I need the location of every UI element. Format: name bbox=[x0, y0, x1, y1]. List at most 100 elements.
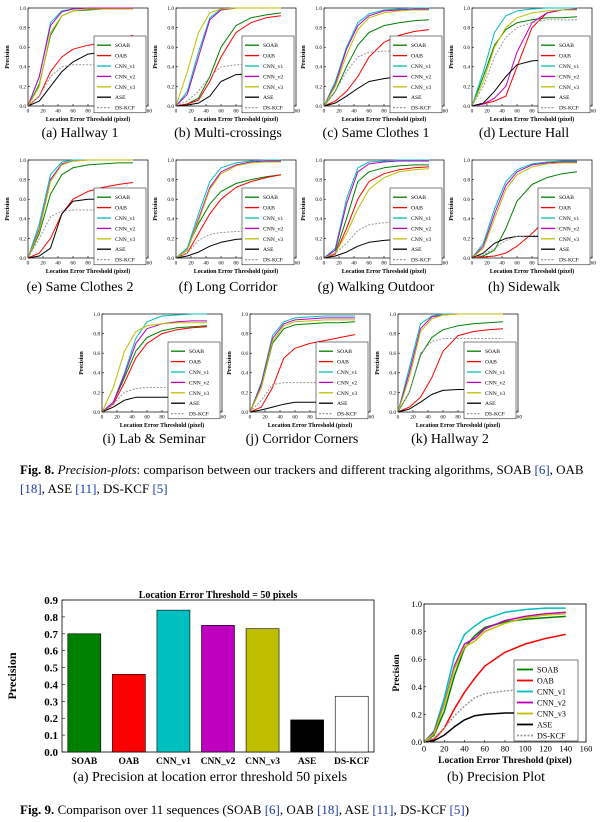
fig8-text: : comparison between our trackers and di… bbox=[136, 462, 535, 477]
x-axis-label: Location Error Threshold (pixel) bbox=[46, 268, 130, 275]
legend-label-ds-kcf: DS-KCF bbox=[263, 106, 283, 112]
x-tick-label: 60 bbox=[514, 108, 520, 114]
legend-box bbox=[315, 341, 369, 420]
fig8-ref-soab[interactable]: [6] bbox=[534, 462, 550, 477]
y-tick-label: 0.4 bbox=[389, 371, 396, 377]
series-line-soab bbox=[175, 12, 282, 107]
x-tick-label: 160 bbox=[292, 260, 300, 266]
series-line-cnn_v3 bbox=[471, 9, 577, 107]
series-line-ds-kcf bbox=[101, 387, 207, 413]
x-tick-label: 0 bbox=[397, 414, 400, 420]
plot-multi-crossings: 0204060801001201401600.00.20.40.60.81.0L… bbox=[153, 6, 300, 123]
series-line-cnn_v3 bbox=[323, 168, 430, 259]
legend-label-ase: ASE bbox=[537, 720, 552, 729]
legend-box bbox=[537, 187, 591, 266]
legend-label-cnn_v1: CNN_v1 bbox=[537, 687, 566, 696]
x-tick-label: 0 bbox=[101, 414, 104, 420]
series-line-soab bbox=[27, 162, 133, 259]
y-tick-label: 0.4 bbox=[315, 217, 322, 223]
y-tick-label: 0.6 bbox=[19, 45, 26, 51]
legend-label-ds-kcf: DS-KCF bbox=[263, 258, 283, 264]
chart-title: Location Error Threshold = 50 pixels bbox=[139, 590, 298, 601]
y-tick-label: 1.0 bbox=[463, 6, 470, 12]
fig9-ref-dskcf[interactable]: [5] bbox=[449, 802, 465, 817]
y-tick-label: 0.4 bbox=[19, 217, 26, 223]
fig9-caption: Fig. 9. Comparison over 11 sequences (SO… bbox=[20, 800, 600, 819]
x-tick-label: 20 bbox=[114, 414, 120, 420]
y-tick-label: 0.0 bbox=[315, 256, 322, 262]
legend-label-cnn_v2: CNN_v2 bbox=[189, 380, 209, 386]
x-tick-label: 40 bbox=[351, 108, 357, 114]
y-tick-label: 0.5 bbox=[44, 663, 58, 675]
y-tick-label: 0.8 bbox=[463, 25, 470, 31]
x-tick-label: 160 bbox=[218, 414, 226, 420]
x-axis-label: Location Error Threshold (pixel) bbox=[438, 755, 572, 766]
x-tick-label: 20 bbox=[336, 108, 342, 114]
y-tick-label: 0.6 bbox=[389, 351, 396, 357]
legend-label-ds-kcf: DS-KCF bbox=[115, 258, 135, 264]
y-tick-label: 0.2 bbox=[19, 84, 26, 90]
x-tick-label: 20 bbox=[40, 260, 46, 266]
y-tick-label: 1.0 bbox=[19, 158, 26, 164]
y-tick-label: 0.0 bbox=[93, 410, 100, 416]
x-tick-label: 20 bbox=[188, 108, 194, 114]
series-line-cnn_v2 bbox=[249, 317, 355, 413]
x-tick-label: 160 bbox=[588, 260, 596, 266]
y-axis-label: Precision bbox=[449, 197, 455, 221]
legend-label-ase: ASE bbox=[411, 247, 422, 253]
y-tick-label: 0.8 bbox=[389, 331, 396, 337]
legend-label-cnn_v3: CNN_v3 bbox=[115, 237, 135, 243]
fig9-ref-ase[interactable]: [11] bbox=[372, 802, 394, 817]
legend-label-cnn_v3: CNN_v3 bbox=[263, 237, 283, 243]
y-tick-label: 0.4 bbox=[167, 65, 174, 71]
y-tick-label: 0.8 bbox=[241, 331, 248, 337]
y-tick-label: 0.2 bbox=[93, 390, 100, 396]
x-axis-label: Location Error Threshold (pixel) bbox=[490, 116, 574, 123]
series-line-cnn_v1 bbox=[423, 607, 566, 743]
legend-label-oab: OAB bbox=[559, 206, 571, 212]
series-line-ds-kcf bbox=[175, 230, 281, 259]
legend-label-oab: OAB bbox=[411, 206, 423, 212]
x-tick-label: 20 bbox=[336, 260, 342, 266]
plot-walking-outdoor: 0204060801001201401600.00.20.40.60.81.0L… bbox=[301, 158, 448, 275]
y-tick-label: 0.8 bbox=[315, 25, 322, 31]
fig9-ref-oab[interactable]: [18] bbox=[317, 802, 339, 817]
x-axis-label: Location Error Threshold (pixel) bbox=[194, 116, 278, 123]
x-tick-label: 40 bbox=[351, 260, 357, 266]
x-tick-label: 160 bbox=[144, 108, 152, 114]
y-tick-label: 0.6 bbox=[44, 646, 58, 658]
x-tick-label: CNN_v3 bbox=[245, 757, 280, 767]
y-tick-label: 0.0 bbox=[389, 410, 396, 416]
caption-walking-outdoor: (g) Walking Outdoor bbox=[317, 280, 435, 295]
legend-label-cnn_v2: CNN_v2 bbox=[485, 380, 505, 386]
fig9-ref-soab[interactable]: [6] bbox=[264, 802, 280, 817]
caption-hallway-1: (a) Hallway 1 bbox=[41, 126, 119, 141]
series-line-cnn_v1 bbox=[471, 7, 577, 107]
fig8-sep: , OAB bbox=[549, 462, 584, 477]
y-tick-label: 1.0 bbox=[315, 158, 322, 164]
y-tick-label: 1.0 bbox=[315, 6, 322, 12]
series-line-cnn_v3 bbox=[175, 161, 281, 259]
fig8-ref-ase[interactable]: [11] bbox=[75, 481, 97, 496]
y-tick-label: 0.2 bbox=[44, 713, 58, 725]
legend-box bbox=[513, 659, 579, 742]
y-tick-label: 1.0 bbox=[167, 158, 174, 164]
x-tick-label: 0 bbox=[175, 108, 178, 114]
legend-label-soab: SOAB bbox=[559, 195, 574, 201]
legend-label-soab: SOAB bbox=[115, 195, 130, 201]
y-tick-label: 0.2 bbox=[167, 236, 174, 242]
y-tick-label: 1.0 bbox=[19, 6, 26, 12]
x-tick-label: 60 bbox=[514, 260, 520, 266]
fig8-ref-oab[interactable]: [18] bbox=[20, 481, 42, 496]
legend-label-oab: OAB bbox=[411, 54, 423, 60]
y-tick-label: 1.0 bbox=[93, 312, 100, 318]
fig9-text: Comparison over 11 sequences (SOAB bbox=[54, 802, 265, 817]
legend-box bbox=[537, 35, 591, 114]
y-tick-label: 0.0 bbox=[463, 256, 470, 262]
series-line-oab bbox=[423, 633, 566, 743]
fig8-ref-dskcf[interactable]: [5] bbox=[152, 481, 168, 496]
caption-hallway-2: (k) Hallway 2 bbox=[411, 432, 489, 447]
legend-box bbox=[463, 341, 517, 420]
series-line-cnn_v3 bbox=[397, 313, 503, 413]
bar-cnn_v3 bbox=[245, 628, 280, 753]
